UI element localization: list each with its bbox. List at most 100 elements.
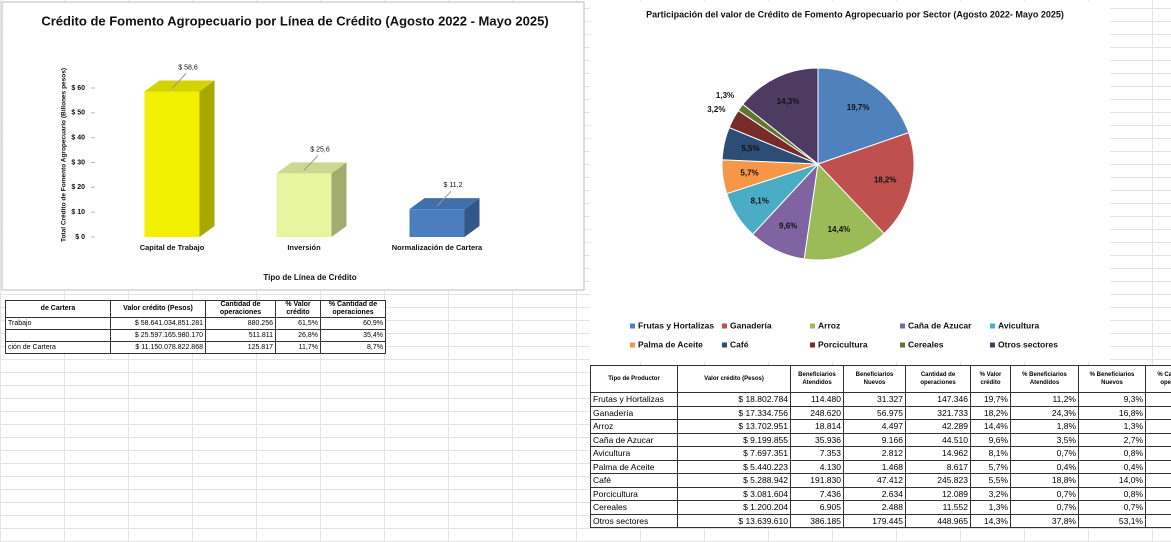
header-row: de Cartera Valor crédito (Pesos) Cantidad … <box>5 300 386 318</box>
legend-label: Caña de Azucar <box>908 320 972 330</box>
y-tick-label: $ 30 <box>71 159 85 166</box>
bar-side <box>331 162 347 237</box>
table-cell: $ 58.641.034.851.281 <box>110 317 206 330</box>
bar <box>276 173 332 237</box>
legend-label: Palma de Aceite <box>638 339 703 349</box>
table-cell: $ 9.199.855 <box>677 432 791 447</box>
table-cell: 3,3% <box>1145 419 1171 434</box>
pie-slice <box>817 131 915 235</box>
table-cell: 5,5% <box>970 473 1011 488</box>
table-cell: 0,8% <box>1078 486 1146 501</box>
legend-swatch <box>990 323 995 329</box>
table-cell: 0,9% <box>1145 500 1171 515</box>
table-cell: $ 18.802.784 <box>677 392 791 407</box>
table-cell: 11,2% <box>1010 392 1079 407</box>
table-row: Otros sectores $ 13.639.610 386.185 179.445… <box>590 513 1171 528</box>
table-row: Palma de Aceite $ 5.440.223 4.130 1.468 8.61… <box>590 459 1171 474</box>
header-cell: Cantidad de operaciones <box>905 365 971 393</box>
table-cell: 880.256 <box>205 317 276 330</box>
table-row: Cereales $ 1.200.204 6.905 2.488 11.552 1,3% 0… <box>590 500 1171 515</box>
pie-slice <box>803 162 885 261</box>
bar-top <box>144 80 215 92</box>
table-cell: 7.436 <box>790 486 844 501</box>
table-cell: Otros sectores <box>590 513 678 528</box>
table-cell: Caña de Azucar <box>590 432 678 447</box>
table-cell: 2,7% <box>1078 432 1146 447</box>
x-tick-label: Capital de Trabajo <box>140 243 205 252</box>
table-cell: 0,7% <box>1010 486 1079 501</box>
pie-title: Participación del valor de Crédito de Fo… <box>646 9 1064 19</box>
table-cell: Trabajo <box>5 317 111 330</box>
table-cell: 14,0% <box>1078 473 1146 488</box>
data-label: 14,3% <box>777 97 800 106</box>
table-cell: 448.965 <box>905 513 971 528</box>
bar-side <box>464 198 480 237</box>
table-row: Caña de Azucar $ 9.199.855 35.936 9.166 44.5… <box>590 432 1171 447</box>
table-cell: Porcicultura <box>590 486 678 501</box>
table-cell: 56.975 <box>843 405 906 420</box>
table-cell: 24,8% <box>1145 405 1171 420</box>
table-cell: 35,4% <box>320 329 386 342</box>
y-axis-label: Total Crédito de Fomento Agropecuario (B… <box>61 68 68 242</box>
legend-swatch <box>900 323 905 329</box>
table-cell: 1,2% <box>1145 446 1171 461</box>
table-cell: 0,4% <box>1010 459 1079 474</box>
table-cell: 5,7% <box>970 459 1011 474</box>
table-cell: $ 13.639.610 <box>677 513 791 528</box>
table-cell: Ganadería <box>590 405 678 420</box>
table-cell: 179.445 <box>843 513 906 528</box>
table-cell: 8.617 <box>905 459 971 474</box>
header-cell: de Cartera <box>5 300 111 318</box>
table-row: Trabajo $ 58.641.034.851.281 880.256 61,5% 6… <box>5 317 386 330</box>
table-cell: 11,7% <box>275 341 321 354</box>
table-cell: 191.830 <box>790 473 844 488</box>
table-cell: 14,3% <box>970 513 1011 528</box>
table-cell: Cereales <box>590 500 678 515</box>
table-row: Avicultura $ 7.697.351 7.353 2.812 14.962 8,1… <box>590 446 1171 461</box>
header-cell: Beneficiarios Nuevos <box>843 365 906 393</box>
table-row: Café $ 5.288.942 191.830 47.412 245.823 5,5% 1… <box>590 473 1171 488</box>
table-cell: 0,7% <box>1010 446 1079 461</box>
table-cell: 31.327 <box>843 392 906 407</box>
table-cell: ción de Cartera <box>5 341 111 354</box>
bar-chart-area <box>1 1 585 291</box>
table-cell: 18,8% <box>1010 473 1079 488</box>
table-cell: 18.814 <box>790 419 844 434</box>
table-cell: 35.936 <box>790 432 844 447</box>
table-cell: 1,8% <box>1010 419 1079 434</box>
table-cell: 386.185 <box>790 513 844 528</box>
legend-swatch <box>630 323 635 329</box>
bar-title: Crédito de Fomento Agropecuario por Líne… <box>41 13 548 28</box>
y-tick-label: $ 20 <box>71 184 85 191</box>
table-cell: Palma de Aceite <box>590 459 678 474</box>
legend-label: Avicultura <box>998 320 1040 330</box>
legend-swatch <box>722 323 727 329</box>
table-cell: 4.497 <box>843 419 906 434</box>
table-cell: 3,2% <box>970 486 1011 501</box>
legend-swatch <box>990 342 995 348</box>
table-cell: 37,8% <box>1010 513 1079 528</box>
bar <box>409 209 465 237</box>
table-cell: 1,3% <box>970 500 1011 515</box>
table-cell: 4.130 <box>790 459 844 474</box>
data-label: $ 25,6 <box>310 146 330 153</box>
table-cell: 8,1% <box>970 446 1011 461</box>
legend-swatch <box>810 342 815 348</box>
table-cell: 26,8% <box>275 329 321 342</box>
table-cell: 60,9% <box>320 317 386 330</box>
table-cell: $ 25.597.165.980.170 <box>110 329 206 342</box>
pie-slice <box>742 67 819 166</box>
data-label: 1,3% <box>716 91 734 100</box>
data-label: 5,7% <box>740 168 758 177</box>
legend-label: Ganadería <box>730 320 772 330</box>
table-cell: Frutas y Hortalizas <box>590 392 678 407</box>
table-cell: 245.823 <box>905 473 971 488</box>
header-row: Tipo de Productor Valor crédito (Pesos) Be… <box>590 365 1171 393</box>
header-cell: Beneficiarios Atendidos <box>790 365 844 393</box>
table-cell: 14.962 <box>905 446 971 461</box>
table-cell: 19,7% <box>970 392 1011 407</box>
data-label: $ 11,2 <box>444 182 463 189</box>
data-label: $ 58,6 <box>178 64 198 71</box>
